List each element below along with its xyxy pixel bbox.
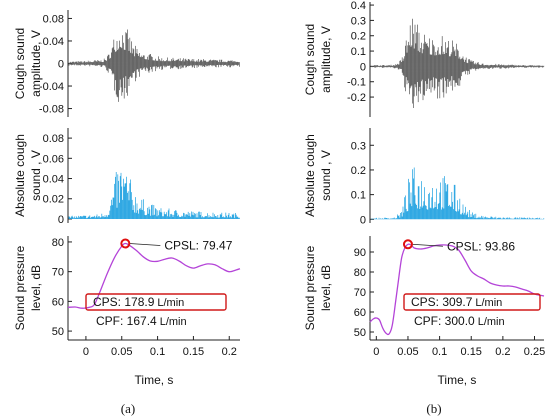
cpf-label: CPF: 300.0 L/min (414, 314, 505, 328)
y-axis-label: level, dB (29, 265, 43, 311)
x-tick-label: 0 (373, 346, 379, 358)
panel-amplitude: 0.4 0.3 0.2 0.1 0 -0.1 -0.2 Cough sound amplitud… (303, 0, 545, 117)
panel-amplitude: 0.08 0.04 0 -0.04 -0.08 Cough sound amplitude,… (13, 10, 240, 117)
x-tick-label: 0.05 (111, 346, 132, 358)
peak-marker (402, 239, 413, 250)
y-tick-label: 0.06 (43, 153, 64, 165)
x-tick-label: 0.25 (524, 346, 545, 358)
cpf-value: CPF: 300.0 (414, 314, 475, 328)
y-tick-label: 0.04 (43, 36, 64, 48)
cpf-label: CPF: 167.4 L/min (96, 314, 187, 328)
y-tick-label: 0 (58, 214, 64, 226)
y-tick-label: 0.1 (351, 190, 366, 202)
figure-a: 0.08 0.04 0 -0.04 -0.08 Cough sound amplitude,… (13, 10, 241, 416)
spl-line (369, 243, 545, 336)
cps-value: CPS: 178.9 (93, 295, 155, 309)
y-tick-label: 50 (52, 326, 64, 338)
y-tick-label: 0.02 (43, 194, 64, 206)
y-tick-label: 0.3 (351, 15, 366, 27)
peak-marker (120, 238, 131, 249)
x-tick-label: 0.1 (432, 346, 447, 358)
y-axis-label: Absolute cough (303, 134, 317, 217)
x-axis-label: Time, s (135, 373, 174, 387)
y-axis-label: level, dB (319, 265, 333, 311)
cps-unit: L/min (475, 297, 502, 309)
cps-box (403, 293, 541, 311)
peak-leader (411, 243, 443, 247)
cpsl-label: CPSL: 93.86 (447, 239, 515, 253)
signal-trace (370, 167, 545, 220)
y-tick-label: 0 (360, 61, 366, 73)
y-axis-label: amplitude, V (29, 30, 43, 97)
y-tick-label: 0.3 (351, 140, 366, 152)
y-tick-label: -0.2 (347, 92, 366, 104)
y-tick-label: 0.2 (351, 31, 366, 43)
y-tick-label: -0.1 (347, 77, 366, 89)
spl-line (67, 242, 241, 309)
x-tick-label: 0 (83, 346, 89, 358)
y-axis-label: amplitude, V (319, 26, 333, 93)
y-tick-label: 70 (52, 267, 64, 279)
x-tick-label: 0.15 (183, 346, 204, 358)
y-tick-label: -0.04 (39, 81, 64, 93)
y-tick-label: 50 (354, 327, 366, 339)
panel-spl: 80 70 60 50 Sound pressure level, dB CPSL: 79.… (13, 236, 241, 358)
signal-trace (370, 18, 545, 108)
x-tick-label: 0.1 (150, 346, 165, 358)
y-axis-label: Absolute cough (13, 134, 27, 217)
peak-leader (129, 243, 161, 246)
y-tick-label: 60 (52, 296, 64, 308)
cpf-value: CPF: 167.4 (96, 314, 157, 328)
x-axis-label: Time, s (438, 373, 477, 387)
cps-value: CPS: 309.7 (411, 295, 473, 309)
cps-unit: L/min (157, 297, 184, 309)
y-tick-label: 0.2 (351, 165, 366, 177)
y-tick-label: 80 (354, 267, 366, 279)
panel-absolute: 0.08 0.06 0.04 0.02 0 Absolute cough sound , V (13, 128, 240, 226)
y-tick-label: 0 (360, 214, 366, 226)
signal-trace (68, 172, 240, 219)
y-axis-label: sound , V (29, 150, 43, 201)
y-tick-label: 90 (354, 247, 366, 259)
x-tick-label: 0.05 (397, 346, 418, 358)
y-tick-label: 70 (354, 287, 366, 299)
cpsl-label: CPSL: 79.47 (164, 239, 232, 253)
cpf-unit: L/min (160, 316, 187, 328)
y-tick-label: 0.08 (43, 13, 64, 25)
y-axis-label: Sound pressure (303, 245, 317, 330)
y-axis-label: Cough sound (13, 28, 27, 99)
cps-label: CPS: 178.9 L/min (93, 295, 184, 309)
y-axis-label: Sound pressure (13, 245, 27, 330)
y-tick-label: 0 (58, 59, 64, 71)
figure-caption: (b) (426, 401, 441, 416)
y-tick-label: -0.08 (39, 104, 64, 116)
signal-trace (68, 29, 240, 102)
y-tick-label: 0.04 (43, 174, 64, 186)
figure-b: 0.4 0.3 0.2 0.1 0 -0.1 -0.2 Cough sound amplitud… (303, 0, 545, 416)
x-tick-label: 0.2 (495, 346, 510, 358)
y-tick-label: 0.08 (43, 133, 64, 145)
y-axis-label: Cough sound (303, 24, 317, 95)
y-tick-label: 0.1 (351, 46, 366, 58)
cps-label: CPS: 309.7 L/min (411, 295, 502, 309)
y-tick-label: 60 (354, 307, 366, 319)
panel-spl: 90 80 70 60 50 Sound pressure level, dB CPSL: 9… (303, 236, 545, 358)
y-tick-label: 80 (52, 237, 64, 249)
figure-caption: (a) (121, 401, 135, 416)
x-tick-label: 0.2 (222, 346, 237, 358)
cps-box (85, 293, 227, 311)
x-tick-label: 0.15 (461, 346, 482, 358)
y-tick-label: 0.4 (351, 0, 366, 12)
cpf-unit: L/min (478, 316, 505, 328)
y-axis-label: sound , V (319, 150, 333, 201)
panel-absolute: 0.3 0.2 0.1 0 Absolute cough sound , V (303, 128, 545, 226)
